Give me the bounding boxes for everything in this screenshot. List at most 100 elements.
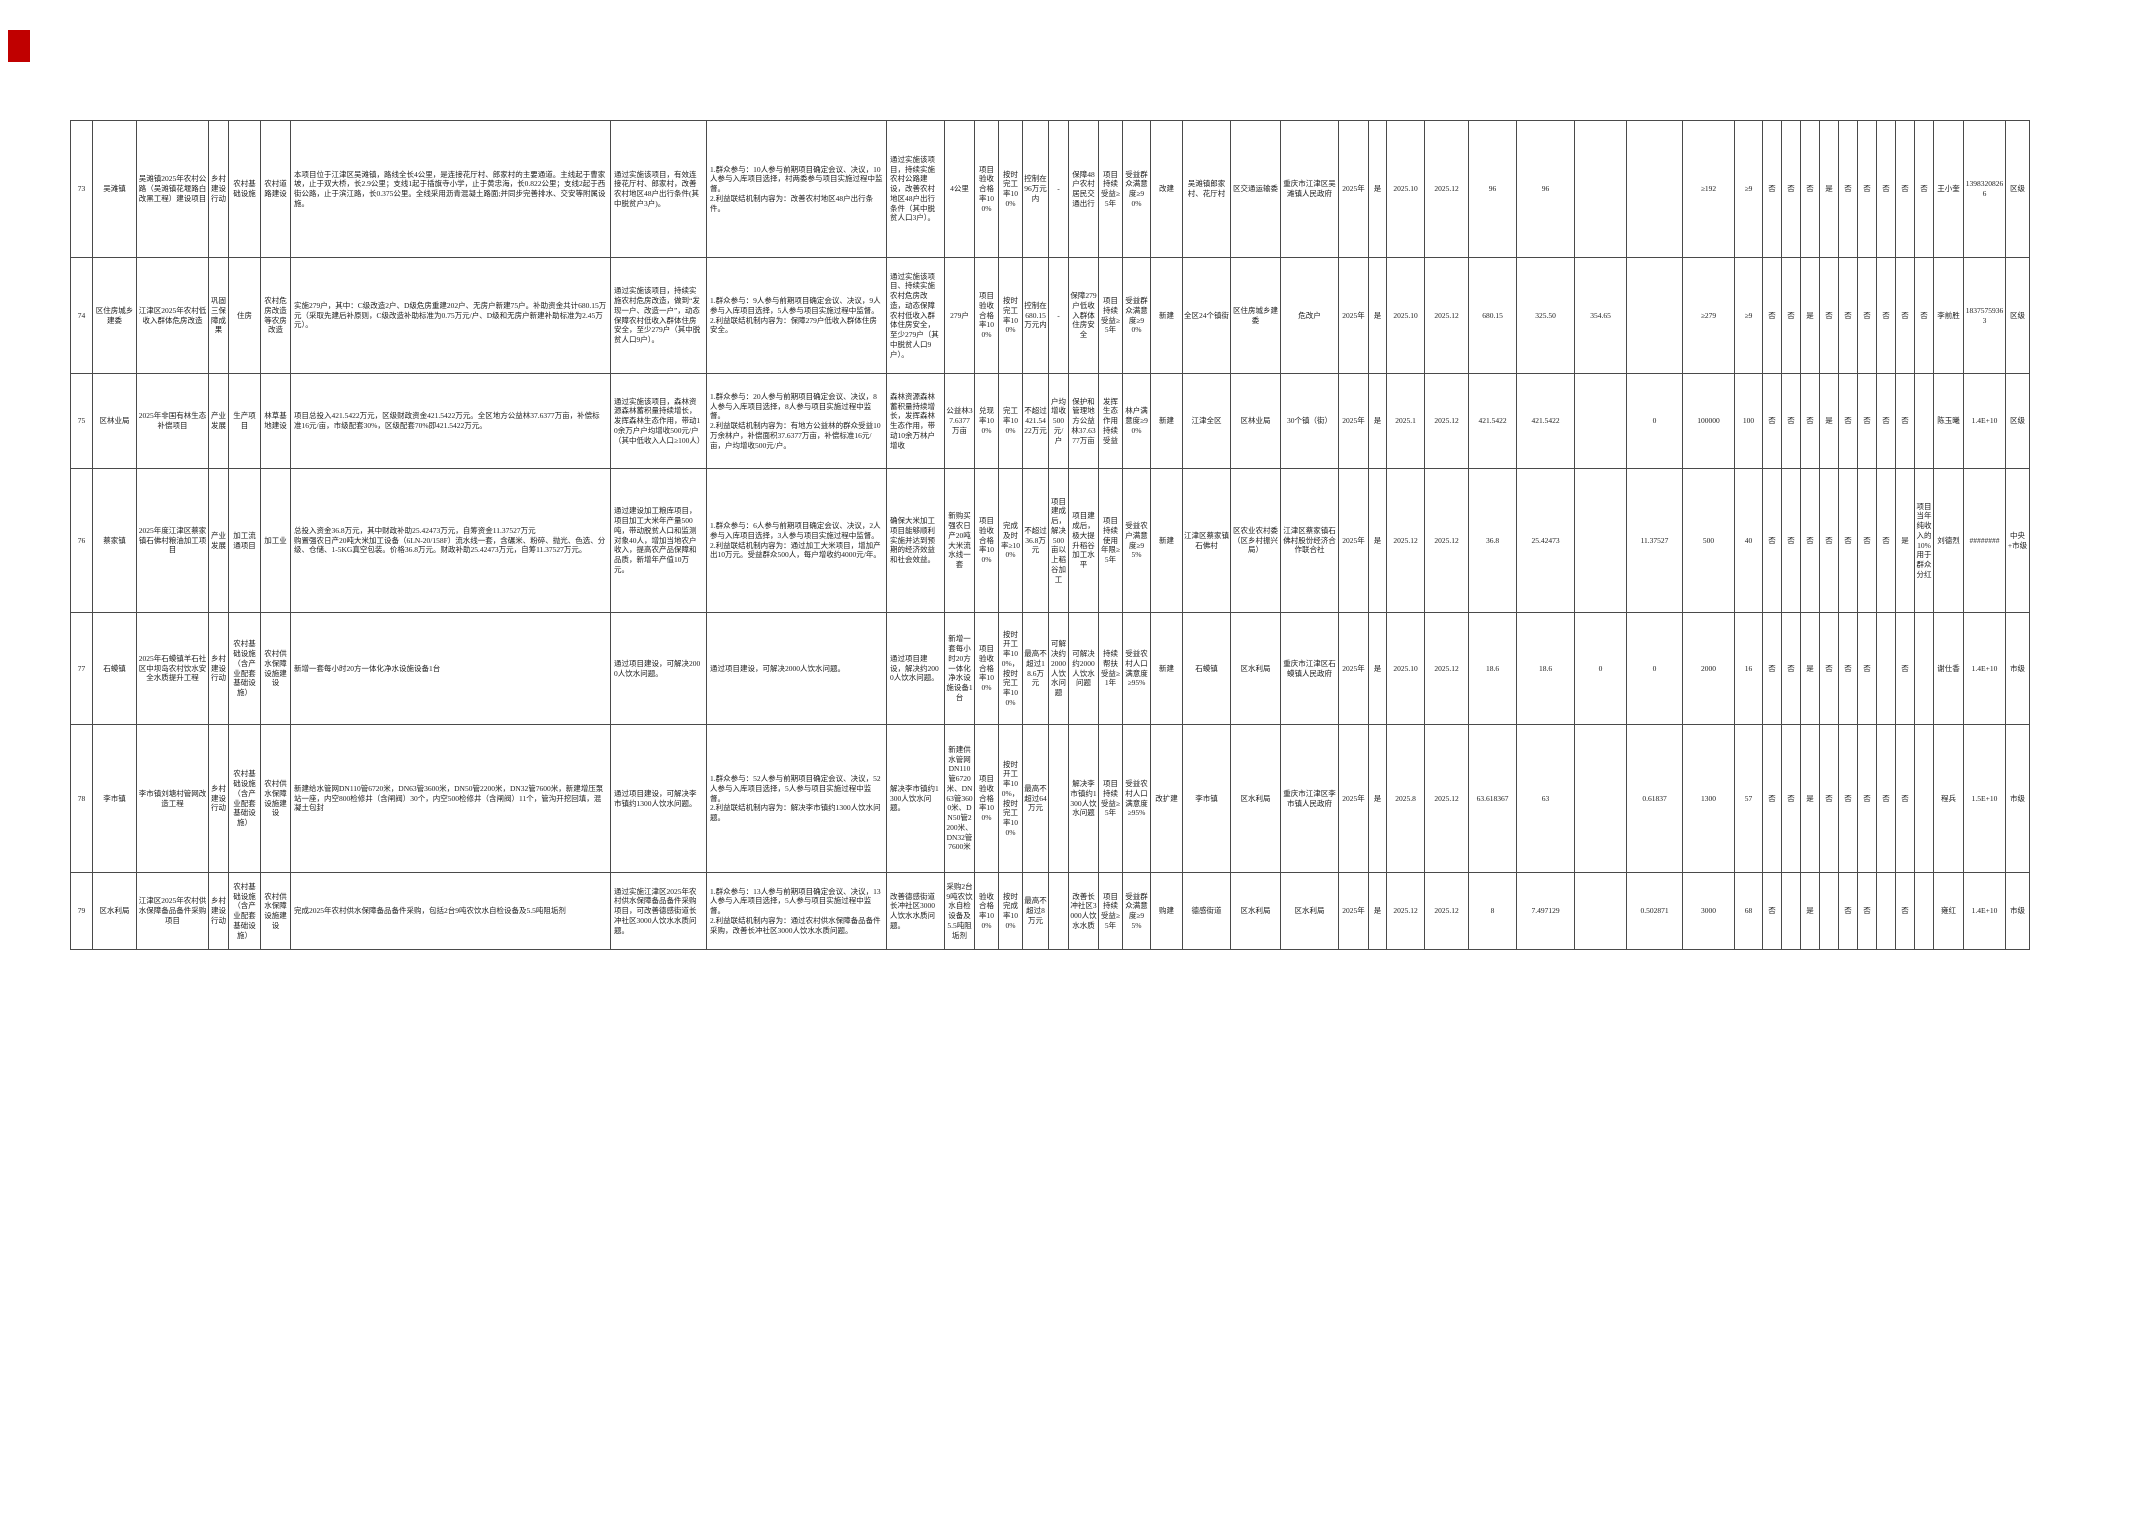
table-cell: 区交通运输委 <box>1230 120 1281 258</box>
table-cell: 1.4E+10 <box>1963 872 2006 950</box>
table-cell: 否 <box>1762 724 1782 873</box>
table-cell: 500 <box>1682 468 1735 613</box>
table-cell: 否 <box>1895 120 1915 258</box>
table-cell: 受益农村人口满意度≥95% <box>1122 612 1151 725</box>
table-cell: 重庆市江津区石蟆镇人民政府 <box>1280 612 1339 725</box>
table-cell <box>1574 872 1627 950</box>
table-cell: 否 <box>1838 872 1858 950</box>
table-cell: 40 <box>1734 468 1763 613</box>
table-cell: 农村基础设施（含产业配套基础设施） <box>228 872 261 950</box>
table-cell: 0.61837 <box>1626 724 1683 873</box>
table-cell: 生产项目 <box>228 373 261 469</box>
table-cell: 否 <box>1876 257 1896 374</box>
table-cell: 实施279户，其中：C级改造2户、D级危房重建202户、无房户新建75户。补助资… <box>290 257 611 374</box>
table-cell: 13983208266 <box>1963 120 2006 258</box>
row-number-cell: 74 <box>70 257 93 374</box>
table-cell: 产业发展 <box>208 468 229 613</box>
table-cell: 否 <box>1857 872 1877 950</box>
table-cell: 区住房城乡建委 <box>1230 257 1281 374</box>
table-cell: 2025年 <box>1338 872 1369 950</box>
table-cell: ≥279 <box>1682 257 1735 374</box>
table-cell: 不超过421.5422万元 <box>1022 373 1049 469</box>
table-cell: 3000 <box>1682 872 1735 950</box>
table-cell: 中央+市级 <box>2005 468 2030 613</box>
table-cell: 否 <box>1838 612 1858 725</box>
table-cell: 改善德感街道长冲社区3000人饮水水质问题。 <box>886 872 945 950</box>
table-cell: 2025年 <box>1338 612 1369 725</box>
table-cell: 谢仕香 <box>1933 612 1964 725</box>
table-cell: 96 <box>1468 120 1517 258</box>
table-cell: 农村供水保障设施建设 <box>260 612 291 725</box>
table-cell: 危改户 <box>1280 257 1339 374</box>
table-cell: 农村基础设施 <box>228 120 261 258</box>
table-cell <box>1574 724 1627 873</box>
table-cell: 巩固三保障成果 <box>208 257 229 374</box>
table-cell: 421.5422 <box>1516 373 1575 469</box>
table-cell: 区水利局 <box>1230 872 1281 950</box>
table-cell: 解决李市镇约1300人饮水问题。 <box>886 724 945 873</box>
table-cell: 林户满意度≥90% <box>1122 373 1151 469</box>
table-cell: 发挥生态作用持续受益 <box>1098 373 1123 469</box>
table-cell: 通过项目建设，可解决2000人饮水问题。 <box>610 612 707 725</box>
table-cell: 确保大米加工项目能够顺利实施并达到预期的经济效益和社会效益。 <box>886 468 945 613</box>
table-cell <box>1048 872 1069 950</box>
table-row: 77 石蟆镇 2025年石蟆镇羊石社区中坝岛农村饮水安全水质提升工程 乡村建设行动 农村… <box>70 612 2030 725</box>
table-cell: 区级 <box>2005 120 2030 258</box>
table-cell: 通过实施该项目，持续实施农村公路建设，改善农村地区48户出行条件（其中脱贫人口3… <box>886 120 945 258</box>
table-cell: 是 <box>1368 468 1387 613</box>
table-cell: 新增一套每小时20方一体化净水设施设备1台 <box>290 612 611 725</box>
table-cell: 最高不超过8万元 <box>1022 872 1049 950</box>
table-cell: 2025年非国有林生态补偿项目 <box>136 373 209 469</box>
table-cell: 改扩建 <box>1150 724 1183 873</box>
table-cell: 通过项目建设，解决约2000人饮水问题。 <box>886 612 945 725</box>
table-cell: 100 <box>1734 373 1763 469</box>
table-cell: 受益农村人口满意度≥95% <box>1122 724 1151 873</box>
project-schedule-table: 73 吴滩镇 吴滩镇2025年农村公路（吴滩镇花堰路白改黑工程）建设项目 乡村建设行动… <box>70 120 2030 950</box>
table-cell: 验收合格率100% <box>974 872 999 950</box>
table-cell: 改建 <box>1150 120 1183 258</box>
table-cell: 新建 <box>1150 612 1183 725</box>
table-cell: 否 <box>1762 872 1782 950</box>
table-cell: 否 <box>1800 373 1820 469</box>
table-cell: 0 <box>1626 373 1683 469</box>
table-cell <box>1914 724 1934 873</box>
table-cell: 区级 <box>2005 373 2030 469</box>
table-cell: 住房 <box>228 257 261 374</box>
table-cell: 改善长冲社区3000人饮水水质 <box>1068 872 1099 950</box>
table-cell: 否 <box>1781 724 1801 873</box>
table-cell: 按时完工率100% <box>998 120 1023 258</box>
table-cell: 李市镇 <box>1182 724 1231 873</box>
table-cell: 否 <box>1819 612 1839 725</box>
table-cell: 是 <box>1800 872 1820 950</box>
table-cell: 项目验收合格率100% <box>974 612 999 725</box>
table-cell: 否 <box>1838 468 1858 613</box>
table-cell: 刘德烈 <box>1933 468 1964 613</box>
table-cell: 李市镇刘塘村管网改造工程 <box>136 724 209 873</box>
table-cell: 受益群众满意度≥95% <box>1122 872 1151 950</box>
row-number-cell: 76 <box>70 468 93 613</box>
table-cell: 2025.12 <box>1424 468 1469 613</box>
table-cell: 新建给水管网DN110管6720米，DN63管3600米，DN50管2200米，… <box>290 724 611 873</box>
table-cell: 通过项目建设，可解决李市镇约1300人饮水问题。 <box>610 724 707 873</box>
table-cell: 区林业局 <box>1230 373 1281 469</box>
table-cell: 是 <box>1368 120 1387 258</box>
table-cell: 100000 <box>1682 373 1735 469</box>
table-cell: 否 <box>1895 724 1915 873</box>
table-cell: 1.4E+10 <box>1963 612 2006 725</box>
table-cell: 2025年石蟆镇羊石社区中坝岛农村饮水安全水质提升工程 <box>136 612 209 725</box>
table-cell: 重庆市江津区李市镇人民政府 <box>1280 724 1339 873</box>
table-cell: 全区24个镇街 <box>1182 257 1231 374</box>
table-cell: 项目持续受益≥5年 <box>1098 257 1123 374</box>
table-cell: 蔡家镇 <box>92 468 137 613</box>
table-cell: 项目建成后，极大提升稻谷加工水平 <box>1068 468 1099 613</box>
table-cell: 2025.12 <box>1386 468 1425 613</box>
table-cell: 石蟆镇 <box>92 612 137 725</box>
table-cell: ≥9 <box>1734 120 1763 258</box>
table-cell: 36.8 <box>1468 468 1517 613</box>
table-cell: 96 <box>1516 120 1575 258</box>
table-cell: 王小奎 <box>1933 120 1964 258</box>
table-cell: 否 <box>1914 120 1934 258</box>
table-cell: 乡村建设行动 <box>208 724 229 873</box>
table-cell: 63.618367 <box>1468 724 1517 873</box>
table-cell: 吴滩镇 <box>92 120 137 258</box>
